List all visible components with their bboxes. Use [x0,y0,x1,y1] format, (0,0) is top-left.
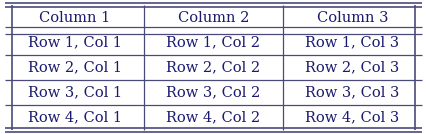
Text: Column 2: Column 2 [177,11,249,25]
Text: Row 1, Col 2: Row 1, Col 2 [166,36,260,50]
Text: Row 3, Col 2: Row 3, Col 2 [166,86,260,100]
Text: Row 2, Col 2: Row 2, Col 2 [166,61,260,75]
Text: Row 1, Col 3: Row 1, Col 3 [305,36,399,50]
Text: Row 2, Col 1: Row 2, Col 1 [28,61,121,75]
Text: Row 3, Col 1: Row 3, Col 1 [27,86,121,100]
Text: Row 2, Col 3: Row 2, Col 3 [305,61,399,75]
Text: Row 4, Col 3: Row 4, Col 3 [305,111,399,124]
Text: Row 4, Col 1: Row 4, Col 1 [28,111,121,124]
Text: Row 4, Col 2: Row 4, Col 2 [166,111,260,124]
Text: Row 1, Col 1: Row 1, Col 1 [28,36,121,50]
Text: Column 3: Column 3 [316,11,387,25]
Text: Row 3, Col 3: Row 3, Col 3 [305,86,399,100]
Text: Column 1: Column 1 [39,11,110,25]
